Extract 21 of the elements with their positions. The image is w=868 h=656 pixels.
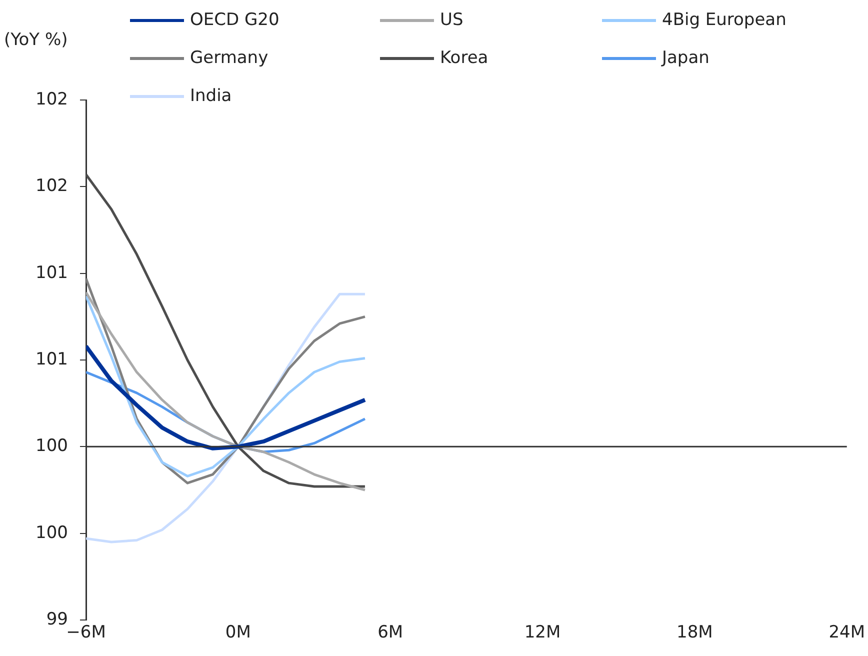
legend-label: Japan bbox=[662, 48, 710, 68]
y-axis-title: (YoY %) bbox=[4, 30, 68, 50]
x-tick-label: 18M bbox=[676, 622, 713, 643]
legend-label: India bbox=[190, 86, 232, 106]
y-tick-label: 102 bbox=[36, 176, 68, 196]
y-tick-label: 101 bbox=[36, 349, 68, 370]
x-tick-label: 6M bbox=[378, 622, 404, 643]
y-tick-label: 100 bbox=[36, 436, 68, 456]
y-tick-label: 99 bbox=[46, 609, 68, 630]
x-tick-label: 24M bbox=[828, 622, 866, 643]
x-tick-label: 0M bbox=[225, 622, 251, 643]
legend-label: OECD G20 bbox=[190, 10, 280, 30]
legend-label: US bbox=[440, 10, 464, 30]
y-tick-label: 102 bbox=[36, 89, 68, 110]
y-tick-label: 100 bbox=[36, 522, 68, 543]
y-tick-label: 101 bbox=[36, 262, 68, 283]
legend-label: Germany bbox=[190, 48, 268, 68]
x-tick-label: −6M bbox=[66, 622, 106, 643]
legend-label: 4Big European bbox=[662, 10, 786, 30]
legend-label: Korea bbox=[440, 48, 488, 68]
x-tick-label: 12M bbox=[524, 622, 561, 643]
